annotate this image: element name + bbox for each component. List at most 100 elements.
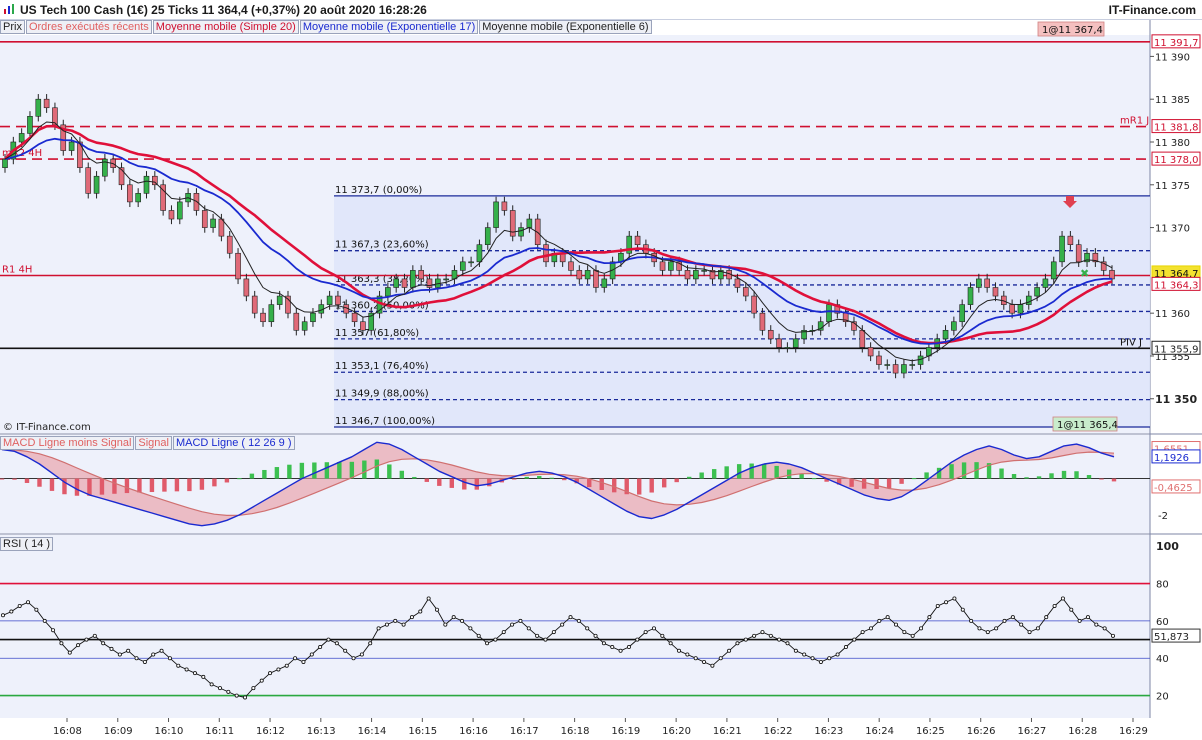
macd-histogram-bar <box>37 478 42 487</box>
rsi-point <box>393 618 398 623</box>
candle-body <box>2 158 8 168</box>
candle-body <box>335 295 341 305</box>
macd-histogram-bar <box>24 478 30 483</box>
price-axis-badge-label: 11 364,7 <box>1154 269 1199 280</box>
macd-legend-line[interactable]: MACD Ligne ( 12 26 9 ) <box>172 436 295 450</box>
candle-body <box>792 338 799 348</box>
macd-histogram-bar <box>749 463 754 479</box>
time-axis-label: 16:12 <box>256 726 285 737</box>
candle-body <box>976 278 982 288</box>
candle-body <box>418 270 424 280</box>
rsi-point <box>301 659 306 664</box>
legend-item-ema17[interactable]: Moyenne mobile (Exponentielle 17) <box>299 20 479 34</box>
rsi-point <box>1069 607 1074 612</box>
candle-body <box>484 227 491 245</box>
rsi-axis-label: 40 <box>1156 654 1169 665</box>
candle-body <box>143 175 150 194</box>
candle-body <box>676 261 682 271</box>
macd-histogram-bar <box>449 478 454 488</box>
macd-histogram-bar <box>362 460 367 479</box>
macd-histogram-bar <box>662 478 667 488</box>
macd-axis-badge <box>1151 479 1201 494</box>
time-axis-label: 16:26 <box>967 726 996 737</box>
rsi-point <box>868 626 873 631</box>
macd-legend-hist[interactable]: MACD Ligne moins Signal <box>0 436 135 450</box>
candle-body <box>1100 261 1107 271</box>
legend-item-orders[interactable]: Ordres exécutés récents <box>25 20 152 34</box>
macd-histogram-bar <box>487 478 492 487</box>
rsi-point <box>535 633 540 638</box>
fibonacci-level-label: 11 367,3 (23,60%) <box>335 240 429 251</box>
rsi-point <box>418 609 423 614</box>
rsi-point <box>818 659 823 664</box>
candle-body <box>285 295 291 314</box>
candle-body <box>1025 295 1032 305</box>
rsi-point <box>451 615 456 620</box>
candle-body <box>235 252 241 280</box>
rsi-point <box>101 641 106 646</box>
candle-body <box>884 364 891 366</box>
macd-legend-signal[interactable]: Signal <box>135 436 172 450</box>
time-axis-bg <box>0 718 1202 740</box>
macd-histogram-bar <box>399 470 405 479</box>
candle-body <box>326 295 333 305</box>
legend-item-prix[interactable]: Prix <box>0 20 25 34</box>
rsi-point <box>727 648 732 653</box>
rsi-point <box>1027 630 1032 635</box>
rsi-point <box>26 600 31 605</box>
rsi-point <box>843 645 848 650</box>
rsi-current-badge <box>1151 628 1201 643</box>
rsi-point <box>852 637 857 642</box>
macd-histogram-bar <box>911 478 917 480</box>
candle-body <box>201 210 208 228</box>
rsi-legend-item[interactable]: RSI ( 14 ) <box>0 537 54 551</box>
pivot-level-label: R1 4H <box>2 265 32 276</box>
macd-histogram-bar <box>0 478 5 480</box>
rsi-point <box>42 618 47 623</box>
brand-label[interactable]: IT-Finance.com <box>1108 3 1196 17</box>
candle-body <box>634 235 641 245</box>
rsi-point <box>351 656 356 661</box>
legend-item-sma20[interactable]: Moyenne mobile (Simple 20) <box>152 20 299 34</box>
order-tag-box <box>1037 21 1105 37</box>
rsi-point <box>760 630 765 635</box>
macd-histogram-bar <box>874 478 879 489</box>
macd-histogram-bar <box>849 478 854 487</box>
rsi-point <box>668 641 673 646</box>
candle-body <box>393 278 399 288</box>
candle-body <box>867 347 874 357</box>
macd-histogram-bar <box>174 478 180 492</box>
macd-histogram-bar <box>1074 471 1079 479</box>
rsi-point <box>660 633 665 638</box>
price-axis-badge <box>1151 276 1201 291</box>
macd-histogram-bar <box>624 478 629 495</box>
rsi-point <box>768 633 773 638</box>
candle-body <box>93 175 100 194</box>
candle-body <box>584 270 591 280</box>
candle-body <box>701 270 707 272</box>
rsi-point <box>384 622 389 627</box>
candle-body <box>360 321 366 331</box>
rsi-point <box>1019 622 1024 627</box>
rsi-point <box>860 630 865 635</box>
macd-histogram-bar <box>649 478 654 493</box>
candle-body <box>901 364 907 374</box>
candle-body <box>293 312 300 331</box>
rsi-point <box>9 609 14 614</box>
chart-title: US Tech 100 Cash (1€) 25 Ticks 11 364,4 … <box>20 3 427 17</box>
candle-body <box>734 278 741 288</box>
time-axis-label: 16:24 <box>865 726 894 737</box>
macd-histogram-bar <box>124 478 130 494</box>
legend-item-ema6[interactable]: Moyenne mobile (Exponentielle 6) <box>479 20 652 34</box>
rsi-point <box>593 633 598 638</box>
macd-histogram-bar <box>99 478 105 495</box>
candle-body <box>301 321 308 331</box>
rsi-point <box>126 648 131 653</box>
macd-histogram-bar <box>999 468 1004 479</box>
price-axis-label: 11 375 <box>1155 181 1190 192</box>
candle-body <box>959 304 965 323</box>
candle-body <box>984 278 990 288</box>
candle-body <box>951 321 957 331</box>
candle-body <box>410 270 416 288</box>
